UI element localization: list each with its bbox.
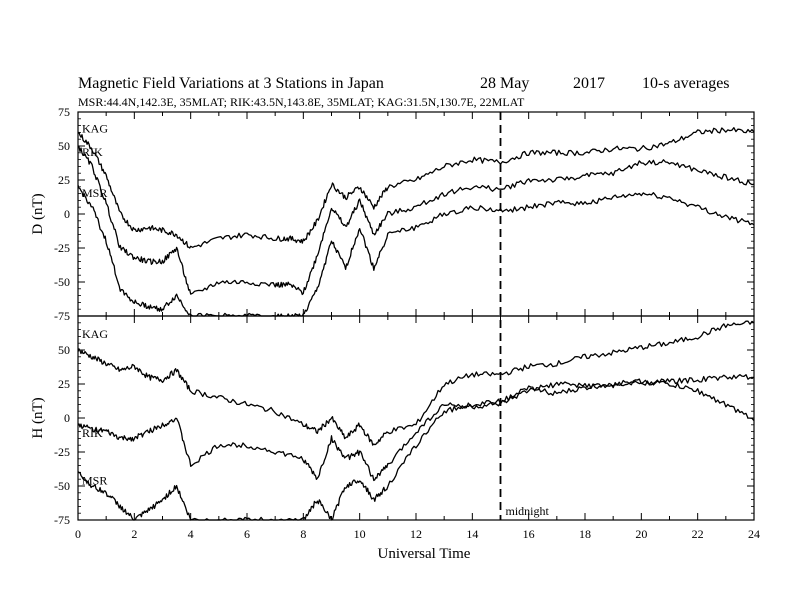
series-line-msr — [77, 184, 755, 317]
series-label-kag: KAG — [82, 327, 108, 341]
x-tick-label: 22 — [692, 527, 704, 541]
series-label-rik: RIK — [82, 145, 103, 159]
series-label-rik: RIK — [82, 426, 103, 440]
y-tick-label: -25 — [54, 241, 70, 255]
y-tick-label: -50 — [54, 479, 70, 493]
x-tick-label: 16 — [523, 527, 535, 541]
y-tick-label: -50 — [54, 275, 70, 289]
series-line-rik — [77, 374, 755, 482]
x-tick-label: 4 — [188, 527, 194, 541]
chart-date: 28 May — [480, 75, 529, 92]
y-axis-label: D (nT) — [30, 193, 46, 234]
y-tick-label: -25 — [54, 445, 70, 459]
x-tick-label: 12 — [410, 527, 422, 541]
y-tick-label: 0 — [64, 207, 70, 221]
x-tick-label: 24 — [748, 527, 760, 541]
chart-title: Magnetic Field Variations at 3 Stations … — [78, 75, 384, 92]
x-tick-label: 0 — [75, 527, 81, 541]
x-tick-label: 6 — [244, 527, 250, 541]
y-tick-label: 25 — [58, 377, 70, 391]
x-tick-label: 2 — [131, 527, 137, 541]
series-label-msr: MSR — [82, 473, 107, 487]
panel-frame — [77, 111, 755, 317]
midnight-label: midnight — [506, 504, 550, 518]
panel-frame — [77, 315, 755, 521]
series-line-kag — [77, 127, 755, 249]
y-tick-label: -75 — [54, 513, 70, 527]
series-line-kag — [77, 320, 755, 446]
series-label-msr: MSR — [82, 186, 107, 200]
x-tick-label: 14 — [466, 527, 478, 541]
y-tick-label: 25 — [58, 173, 70, 187]
x-tick-label: 8 — [300, 527, 306, 541]
chart-subtitle: MSR:44.4N,142.3E, 35MLAT; RIK:43.5N,143.… — [78, 95, 525, 109]
x-tick-label: 10 — [354, 527, 366, 541]
y-tick-label: 50 — [58, 343, 70, 357]
chart-year: 2017 — [573, 75, 605, 92]
y-tick-label: 0 — [64, 411, 70, 425]
x-tick-label: 20 — [635, 527, 647, 541]
y-axis-label: H (nT) — [30, 397, 46, 438]
y-tick-label: -75 — [54, 309, 70, 323]
y-tick-label: 50 — [58, 139, 70, 153]
series-line-msr — [77, 378, 755, 521]
series-line-rik — [77, 145, 755, 296]
x-axis-label: Universal Time — [378, 546, 471, 562]
y-tick-label: 75 — [58, 105, 70, 119]
chart-averaging: 10-s averages — [642, 75, 730, 92]
x-tick-label: 18 — [579, 527, 591, 541]
series-label-kag: KAG — [82, 121, 108, 135]
plot-area: 75 50 25 0 -25 -50 -75 D (nT) KAG RIK MSR 50 25 0 -25 -… — [30, 105, 760, 541]
